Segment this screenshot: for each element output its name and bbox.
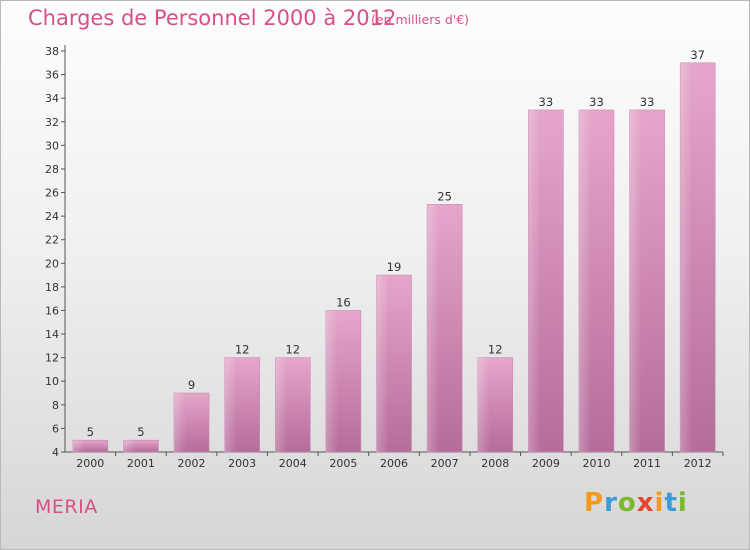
data-label-2001: 5 — [137, 425, 144, 439]
y-tick-label: 18 — [45, 281, 59, 294]
y-tick-label: 28 — [45, 163, 59, 176]
y-tick-label: 10 — [45, 375, 59, 388]
y-tick-label: 36 — [45, 69, 59, 82]
data-label-2004: 12 — [285, 343, 300, 357]
x-tick-label: 2006 — [380, 457, 408, 470]
bars — [72, 62, 716, 453]
x-tick-label: 2007 — [431, 457, 459, 470]
axes: 4 6 8 10 12 14 16 18 20 22 24 26 28 30 32 34 36 38 2000 200… — [45, 45, 724, 470]
chart-title: Charges de Personnel 2000 à 2012 — [28, 6, 397, 30]
x-tick-label: 2004 — [279, 457, 307, 470]
y-tick-label: 12 — [45, 352, 59, 365]
y-tick-label: 14 — [45, 328, 59, 341]
y-tick-label: 6 — [52, 422, 59, 435]
y-tick-label: 32 — [45, 116, 59, 129]
x-tick-label: 2011 — [633, 457, 661, 470]
bar-highlight — [528, 109, 541, 453]
bar-highlight — [680, 62, 693, 452]
x-tick-label: 2003 — [228, 457, 256, 470]
bar-highlight — [629, 109, 642, 453]
x-tick-label: 2008 — [481, 457, 509, 470]
data-label-2006: 19 — [387, 260, 402, 274]
place-name: MERIA — [35, 496, 98, 518]
y-tick-label: 8 — [52, 399, 59, 412]
bar-highlight — [174, 393, 187, 452]
data-label-2002: 9 — [188, 378, 195, 392]
data-label-2003: 12 — [235, 343, 250, 357]
x-tick-label: 2012 — [684, 457, 712, 470]
bar-highlight — [578, 109, 592, 453]
y-tick-label: 24 — [45, 210, 59, 223]
bar-highlight — [72, 440, 86, 452]
bar-highlight — [325, 310, 339, 452]
bar-highlight — [123, 440, 136, 452]
y-tick-label: 20 — [45, 257, 59, 270]
y-tick-label: 38 — [45, 45, 59, 58]
data-label-2005: 16 — [336, 295, 351, 309]
bar-highlight — [275, 357, 288, 452]
bar-highlight — [427, 204, 440, 452]
data-label-2012: 37 — [690, 48, 705, 62]
bar-highlight — [376, 275, 389, 452]
data-label-2009: 33 — [539, 95, 554, 109]
y-tick-label: 4 — [52, 446, 59, 459]
data-label-2010: 33 — [589, 95, 604, 109]
bar-highlight — [224, 357, 237, 452]
bar-highlight — [477, 357, 490, 452]
data-label-2007: 25 — [437, 189, 452, 203]
data-label-2011: 33 — [640, 95, 655, 109]
data-labels: 5 5 9 12 12 16 19 25 12 33 33 33 37 — [87, 48, 705, 439]
data-label-2000: 5 — [87, 425, 94, 439]
x-tick-label: 2001 — [127, 457, 155, 470]
y-tick-label: 26 — [45, 187, 59, 200]
x-tick-label: 2005 — [329, 457, 357, 470]
data-label-2008: 12 — [488, 343, 503, 357]
x-tick-label: 2010 — [582, 457, 610, 470]
y-tick-label: 22 — [45, 234, 59, 247]
x-tick-label: 2002 — [178, 457, 206, 470]
x-tick-label: 2000 — [76, 457, 104, 470]
brand-logo: Proxiti — [584, 488, 688, 518]
y-tick-label: 16 — [45, 304, 59, 317]
y-tick-label: 34 — [45, 92, 59, 105]
x-tick-label: 2009 — [532, 457, 560, 470]
y-tick-label: 30 — [45, 139, 59, 152]
chart-subtitle: (en milliers d'€) — [371, 12, 470, 27]
